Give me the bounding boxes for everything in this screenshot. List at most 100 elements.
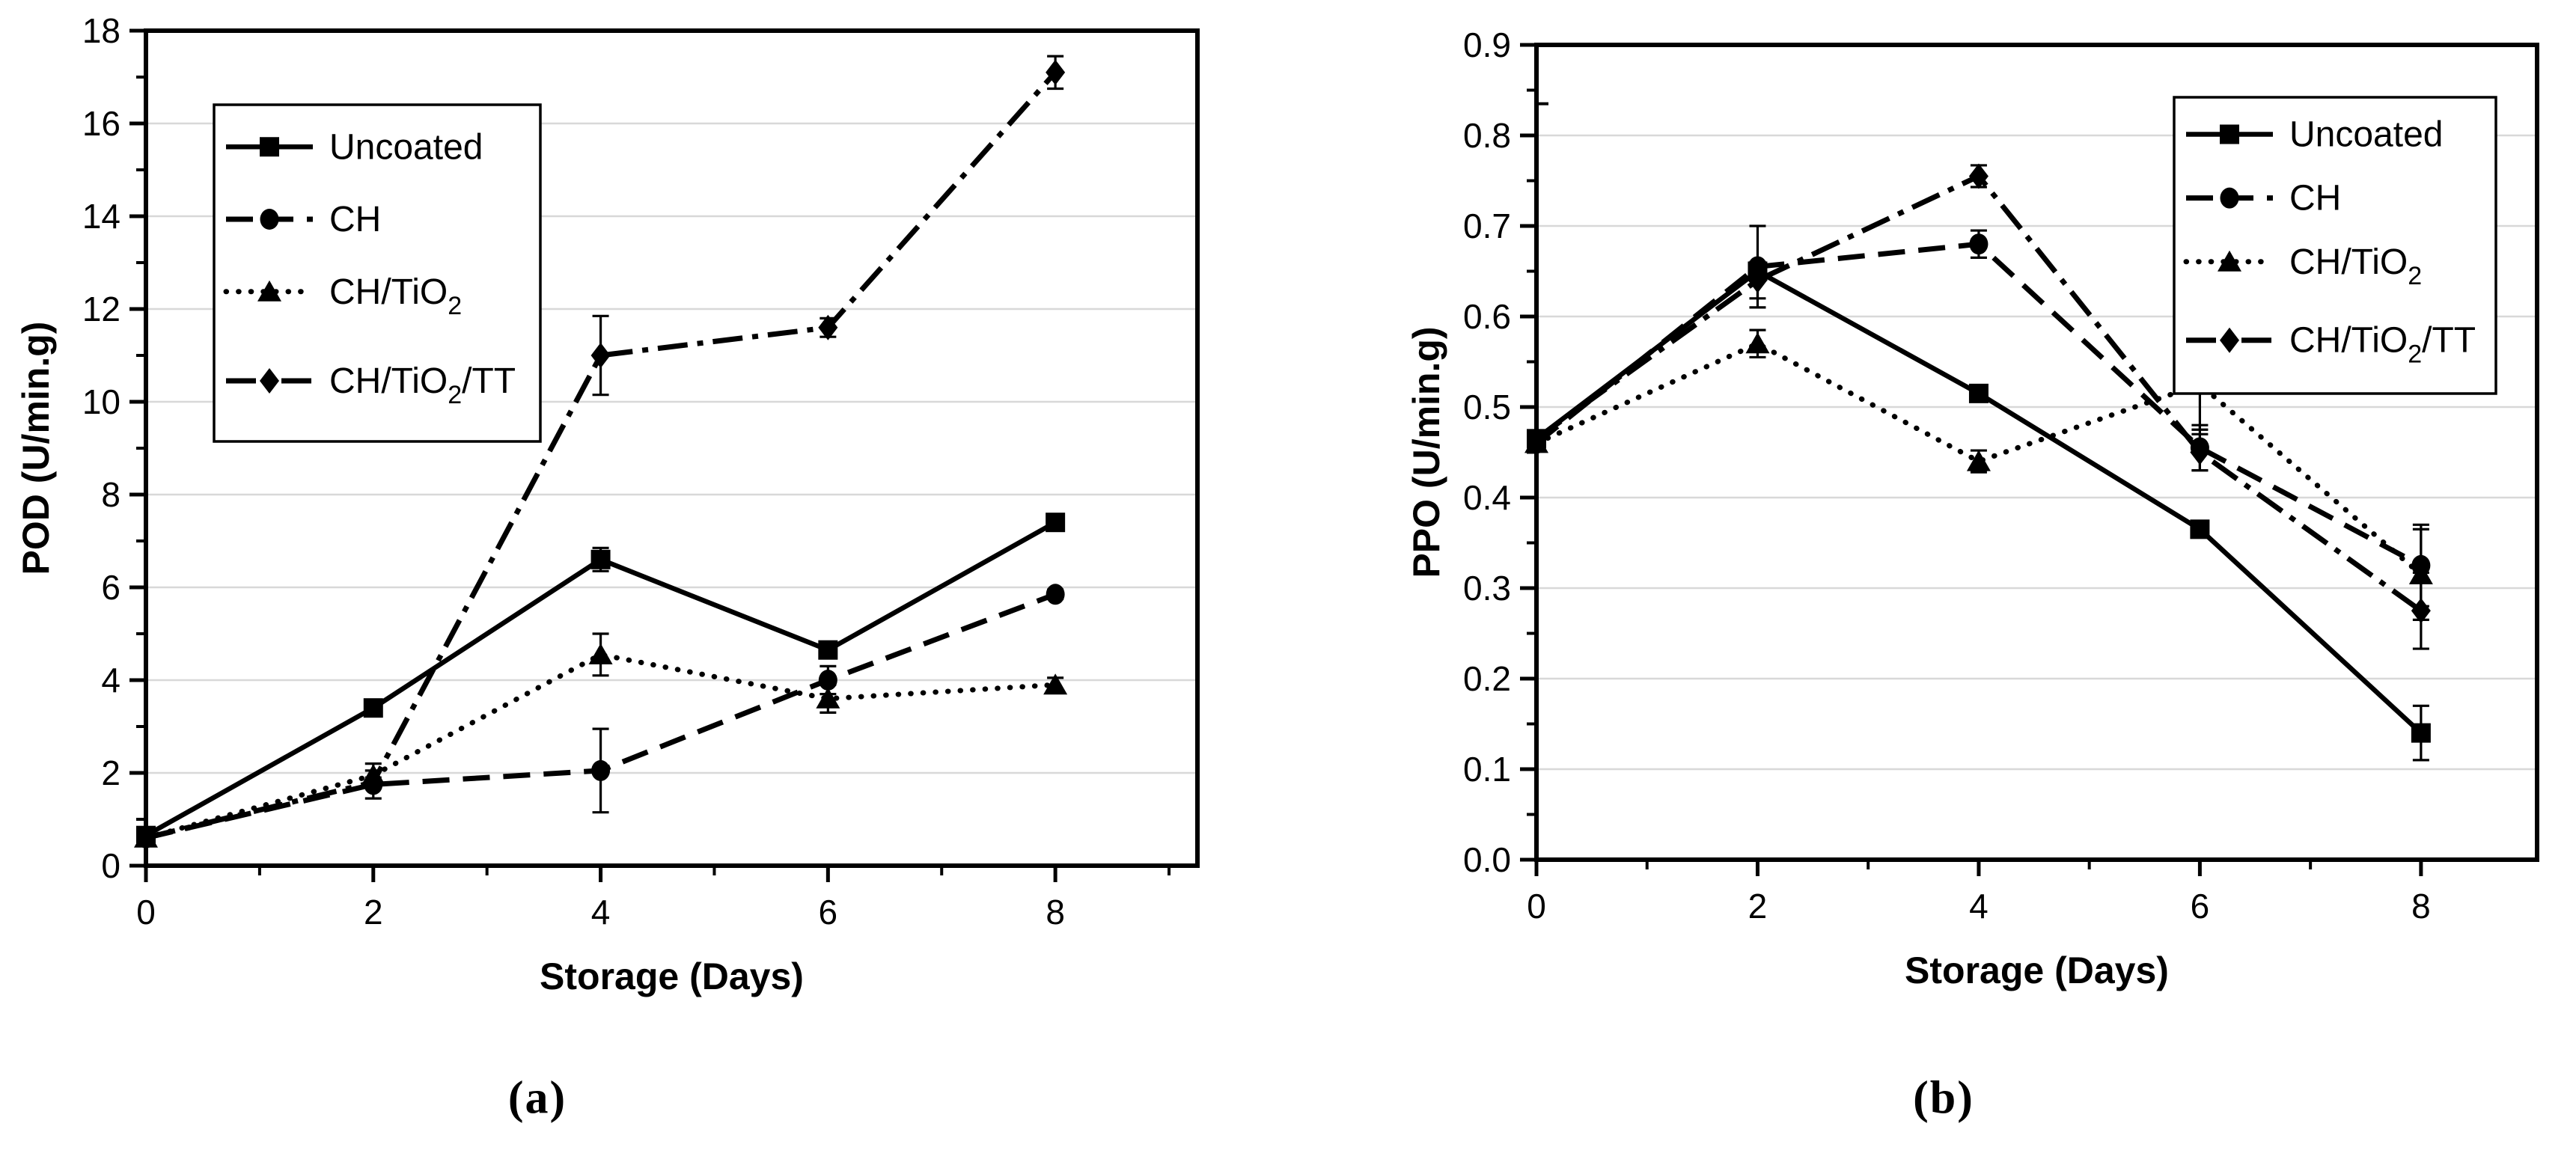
y-tick-label: 0.7 xyxy=(1463,207,1511,245)
y-tick-label: 0.0 xyxy=(1463,840,1511,879)
triangle-marker-icon xyxy=(2218,250,2241,272)
x-axis-title: Storage (Days) xyxy=(540,955,804,997)
legend-item-ch-tio2: CH/TiO2 xyxy=(223,272,462,320)
square-marker-icon xyxy=(590,549,611,569)
legend: Uncoated CH CH/TiO2 CH/TiO2/TT xyxy=(213,103,542,443)
y-tick-label: 8 xyxy=(101,475,120,514)
square-marker-icon xyxy=(1046,513,1066,533)
triangle-marker-icon xyxy=(257,280,281,302)
square-marker-icon xyxy=(2190,519,2210,539)
y-tick-label: 0.8 xyxy=(1463,116,1511,155)
x-tick-label: 4 xyxy=(591,893,611,932)
y-tick-label: 10 xyxy=(82,382,120,421)
legend-item-uncoated: Uncoated xyxy=(2186,115,2443,155)
legend-label: CH xyxy=(2289,179,2341,218)
square-marker-icon xyxy=(260,137,279,157)
legend-label: CH/TiO2 xyxy=(2289,242,2422,290)
x-axis-title: Storage (Days) xyxy=(1905,949,2169,991)
legend-item-ch: CH xyxy=(2186,179,2341,218)
y-tick-label: 0.4 xyxy=(1463,478,1511,517)
diamond-marker-icon xyxy=(1527,426,1546,452)
y-tick-label: 0.9 xyxy=(1463,25,1511,64)
y-tick-label: 0.6 xyxy=(1463,297,1511,336)
legend-label: CH/TiO2/TT xyxy=(2289,321,2476,369)
y-axis-title: POD (U/min.g) xyxy=(15,322,57,575)
diamond-marker-icon xyxy=(1748,267,1768,293)
x-tick-label: 6 xyxy=(2191,887,2210,926)
circle-marker-icon xyxy=(591,759,611,781)
chart-panel-a: 0 2 4 6 8 10 12 14 16 18 0 2 4 6 8 Storage (Days) POD (U… xyxy=(15,11,1200,997)
x-tick-label: 4 xyxy=(1969,887,1989,926)
y-tick-label: 0.5 xyxy=(1463,388,1511,426)
legend-item-ch: CH xyxy=(226,200,381,239)
legend-label: CH/TiO2 xyxy=(329,272,462,320)
circle-marker-icon xyxy=(260,209,279,230)
x-axis: 0 2 4 6 8 xyxy=(136,866,1171,932)
legend-item-ch-tio2-tt: CH/TiO2/TT xyxy=(2186,321,2476,369)
y-tick-label: 2 xyxy=(101,753,120,792)
y-tick-label: 6 xyxy=(101,568,120,607)
diamond-marker-icon xyxy=(590,343,611,368)
legend: Uncoated CH CH/TiO2 CH/TiO2/TT xyxy=(2173,96,2497,395)
y-axis: 0.0 0.1 0.2 0.3 0.4 0.5 0.6 0.7 0.8 0.9 xyxy=(1463,25,1536,879)
y-tick-label: 0.1 xyxy=(1463,750,1511,789)
diamond-marker-icon xyxy=(818,314,838,340)
y-tick-label: 0.3 xyxy=(1463,569,1511,608)
y-tick-label: 0 xyxy=(101,846,120,885)
y-tick-label: 4 xyxy=(101,661,120,700)
y-tick-label: 14 xyxy=(82,197,120,236)
x-tick-label: 8 xyxy=(1046,893,1065,932)
series-line xyxy=(145,70,1057,841)
circle-marker-icon xyxy=(1046,584,1065,605)
panel-b-caption: (b) xyxy=(1913,1072,1974,1124)
legend-item-uncoated: Uncoated xyxy=(226,127,483,167)
triangle-marker-icon xyxy=(816,687,840,709)
panel-a-caption: (a) xyxy=(507,1072,567,1124)
triangle-marker-icon xyxy=(1966,450,1991,471)
legend-box xyxy=(213,103,542,443)
square-marker-icon xyxy=(818,640,838,660)
legend-item-ch-tio2-tt: CH/TiO2/TT xyxy=(226,361,516,409)
x-tick-label: 0 xyxy=(1527,887,1546,926)
series-line xyxy=(1533,340,2424,578)
legend-label: CH xyxy=(329,200,381,239)
legend-label: Uncoated xyxy=(2289,115,2443,155)
diamond-marker-icon xyxy=(2411,598,2431,624)
square-marker-icon xyxy=(1968,383,1989,403)
triangle-marker-icon xyxy=(588,643,613,664)
diamond-marker-icon xyxy=(363,769,383,795)
square-marker-icon xyxy=(363,698,383,718)
legend-label: CH/TiO2/TT xyxy=(329,361,516,409)
circle-marker-icon xyxy=(2220,187,2239,209)
y-tick-label: 12 xyxy=(82,290,120,328)
series-ch-tio2-tt xyxy=(136,55,1066,851)
triangle-marker-icon xyxy=(1043,673,1068,695)
chart-panel-b: 0.0 0.1 0.2 0.3 0.4 0.5 0.6 0.7 0.8 0.9 0 2 4 6 8 Stora… xyxy=(1405,25,2539,991)
square-marker-icon xyxy=(2411,723,2431,743)
y-axis-title: PPO (U/min.g) xyxy=(1405,326,1447,578)
y-axis: 0 2 4 6 8 10 12 14 16 18 xyxy=(82,11,146,885)
circle-marker-icon xyxy=(1969,233,1989,255)
legend-label: Uncoated xyxy=(329,127,483,167)
square-marker-icon xyxy=(2220,124,2239,144)
diamond-marker-icon xyxy=(1968,163,1989,189)
diamond-marker-icon xyxy=(136,825,156,851)
diamond-marker-icon xyxy=(2190,439,2210,465)
diamond-marker-icon xyxy=(2220,327,2239,353)
x-axis: 0 2 4 6 8 xyxy=(1527,860,2431,926)
diamond-marker-icon xyxy=(1046,59,1066,85)
x-tick-label: 8 xyxy=(2411,887,2431,926)
y-tick-label: 0.2 xyxy=(1463,659,1511,698)
diamond-marker-icon xyxy=(260,368,279,394)
x-tick-label: 6 xyxy=(819,893,838,932)
x-tick-label: 0 xyxy=(136,893,156,932)
legend-item-ch-tio2: CH/TiO2 xyxy=(2183,242,2422,290)
x-tick-label: 2 xyxy=(364,893,383,932)
triangle-marker-icon xyxy=(1745,332,1770,354)
series-ch-tio2-tt xyxy=(1527,163,2431,650)
y-tick-label: 16 xyxy=(82,104,120,143)
x-tick-label: 2 xyxy=(1748,887,1768,926)
y-tick-label: 18 xyxy=(82,11,120,50)
